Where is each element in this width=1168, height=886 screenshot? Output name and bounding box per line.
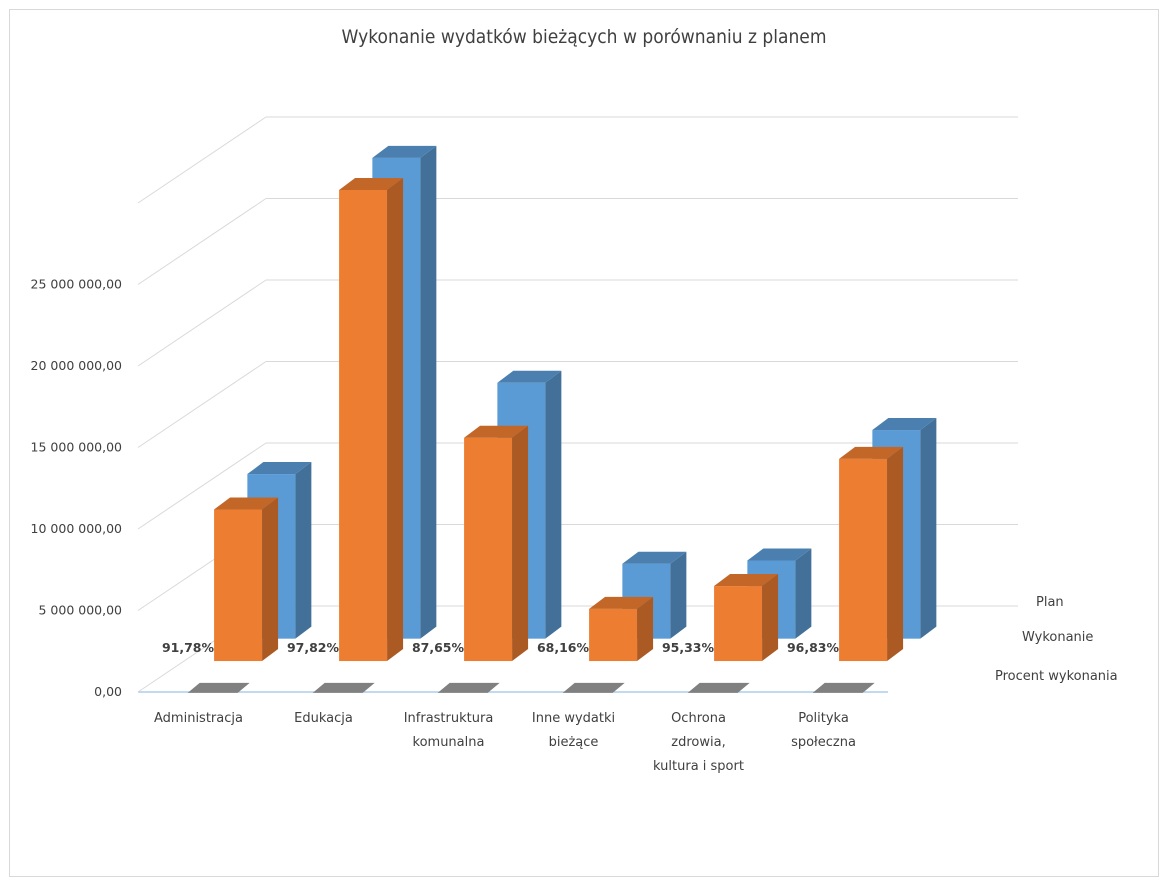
wykonanie-bar-side xyxy=(637,596,654,662)
plan-bar-side xyxy=(545,370,562,639)
percent-label: 97,82% xyxy=(287,640,340,655)
wykonanie-bar-top xyxy=(214,497,279,510)
gridline-side xyxy=(137,116,267,204)
wykonanie-bar-front xyxy=(464,437,513,662)
plan-bar-side xyxy=(420,145,437,639)
y-tick-label: 20 000 000,00 xyxy=(31,358,122,373)
gridline-side xyxy=(137,198,267,285)
gridline-side xyxy=(137,279,267,367)
procent-tile xyxy=(687,682,750,693)
percent-label: 87,65% xyxy=(412,640,465,655)
category-label: Polityka xyxy=(798,711,849,726)
plan-bar-top xyxy=(622,551,687,564)
category-label: zdrowia, xyxy=(671,735,725,750)
chart-title: Wykonanie wydatków bieżących w porównani… xyxy=(341,26,827,48)
category-label: komunalna xyxy=(413,735,485,750)
percent-label: 68,16% xyxy=(537,640,590,655)
percent-label: 95,33% xyxy=(662,640,715,655)
y-tick-label: 15 000 000,00 xyxy=(31,440,122,455)
category-label: Inne wydatki xyxy=(532,711,615,726)
category-label: Infrastruktura xyxy=(404,711,494,726)
wykonanie-bar-top xyxy=(589,596,654,609)
category-label: Ochrona xyxy=(671,711,726,726)
wykonanie-bar xyxy=(589,596,654,662)
category-label: Administracja xyxy=(154,711,243,726)
wykonanie-bar-front xyxy=(589,608,638,662)
y-tick-label: 25 000 000,00 xyxy=(31,277,122,292)
wykonanie-bar xyxy=(339,177,404,662)
wykonanie-bar xyxy=(839,446,904,662)
wykonanie-bar-side xyxy=(512,425,529,662)
procent-tile xyxy=(562,682,625,693)
y-tick-label: 0,00 xyxy=(94,684,122,699)
percent-label: 96,83% xyxy=(787,640,840,655)
gridline-side xyxy=(137,361,267,448)
procent-tile xyxy=(437,682,500,693)
category-label: bieżące xyxy=(549,735,599,750)
wykonanie-bar xyxy=(464,425,529,662)
wykonanie-bar-front xyxy=(839,458,888,662)
percent-label: 91,78% xyxy=(162,640,215,655)
wykonanie-bar-side xyxy=(887,446,904,662)
plan-bar-top xyxy=(247,462,312,475)
wykonanie-bar xyxy=(214,497,279,662)
wykonanie-bar-front xyxy=(214,509,263,662)
y-tick-label: 5 000 000,00 xyxy=(39,603,123,618)
wykonanie-bar-top xyxy=(839,446,904,459)
plan-bar-top xyxy=(372,145,437,158)
wykonanie-bar-side xyxy=(762,574,779,662)
wykonanie-bar xyxy=(714,574,779,662)
wykonanie-bar-top xyxy=(464,425,529,438)
plan-bar-side xyxy=(295,462,312,639)
procent-tile xyxy=(812,682,875,693)
depth-axis-label: Plan xyxy=(1036,595,1064,610)
category-label: społeczna xyxy=(791,735,856,750)
plan-bar-side xyxy=(795,548,812,639)
category-label: Edukacja xyxy=(294,711,353,726)
plan-bar-top xyxy=(872,418,937,431)
plan-bar-top xyxy=(747,548,812,561)
wykonanie-bar-side xyxy=(387,177,404,662)
gridline-side xyxy=(137,442,267,530)
procent-tile xyxy=(187,682,250,693)
depth-axis-label: Procent wykonania xyxy=(995,669,1118,684)
wykonanie-bar-front xyxy=(339,189,388,662)
wykonanie-bar-top xyxy=(339,177,404,190)
labels: 0,00 5 000 000,00 10 000 000,00 15 000 000,… xyxy=(31,277,1118,775)
wykonanie-bar-top xyxy=(714,574,779,587)
plan-bar-top xyxy=(497,370,562,383)
category-label: kultura i sport xyxy=(653,759,744,774)
depth-axis-label: Wykonanie xyxy=(1022,630,1093,645)
wykonanie-bar-front xyxy=(714,586,763,662)
procent-tile xyxy=(312,682,375,693)
y-tick-label: 10 000 000,00 xyxy=(31,521,122,536)
bars xyxy=(187,145,937,693)
plan-bar-side xyxy=(670,551,687,639)
plan-bar-side xyxy=(920,418,937,639)
wykonanie-bar-side xyxy=(262,497,279,662)
